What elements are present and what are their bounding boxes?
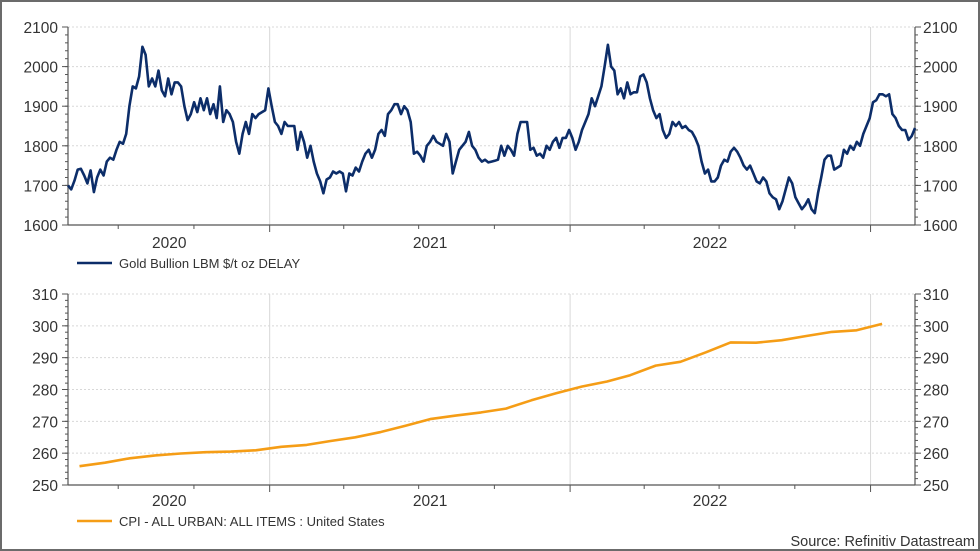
y-tick-label-left: 310 bbox=[32, 287, 58, 304]
y-tick-label-left: 1900 bbox=[24, 99, 59, 116]
y-tick-label-left: 1800 bbox=[24, 139, 59, 156]
y-tick-label-left: 2000 bbox=[24, 60, 59, 77]
y-tick-label-right: 1600 bbox=[923, 218, 958, 235]
y-tick-label-right: 280 bbox=[923, 383, 949, 400]
y-tick-label-right: 2000 bbox=[923, 60, 958, 77]
x-tick-label: 2020 bbox=[152, 493, 187, 510]
gold-price-panel: 1600 1600 1700 1700 1800 1800 1900 1900 2000 2000… bbox=[24, 20, 958, 252]
series-line bbox=[79, 322, 883, 468]
series-line bbox=[66, 43, 917, 215]
y-tick-label-right: 270 bbox=[923, 414, 949, 431]
legend-gold: Gold Bullion LBM $/t oz DELAY bbox=[77, 256, 300, 271]
cpi-panel: 250 250 260 260 270 270 280 280 290 290 300 300 310 3… bbox=[32, 287, 949, 510]
y-tick-label-right: 310 bbox=[923, 287, 949, 304]
y-tick-label-right: 1800 bbox=[923, 139, 958, 156]
x-tick-label: 2022 bbox=[693, 235, 727, 252]
legend-cpi: CPI - ALL URBAN: ALL ITEMS : United Stat… bbox=[77, 514, 385, 529]
x-tick-label: 2020 bbox=[152, 235, 187, 252]
y-tick-label-right: 250 bbox=[923, 478, 949, 495]
y-tick-label-right: 2100 bbox=[923, 20, 958, 37]
x-tick-label: 2021 bbox=[413, 493, 447, 510]
y-tick-label-left: 1700 bbox=[24, 178, 59, 195]
y-tick-label-right: 290 bbox=[923, 351, 949, 368]
legend-cpi-label: CPI - ALL URBAN: ALL ITEMS : United Stat… bbox=[119, 514, 385, 529]
source-note: Source: Refinitiv Datastream bbox=[790, 534, 975, 550]
y-tick-label-left: 260 bbox=[32, 446, 58, 463]
y-tick-label-left: 290 bbox=[32, 351, 58, 368]
y-tick-label-right: 1900 bbox=[923, 99, 958, 116]
y-tick-label-left: 270 bbox=[32, 414, 58, 431]
y-tick-label-left: 280 bbox=[32, 383, 58, 400]
x-tick-label: 2021 bbox=[413, 235, 447, 252]
y-tick-label-left: 2100 bbox=[24, 20, 59, 37]
y-tick-label-left: 300 bbox=[32, 319, 58, 336]
y-tick-label-left: 250 bbox=[32, 478, 58, 495]
y-tick-label-right: 260 bbox=[923, 446, 949, 463]
x-tick-label: 2022 bbox=[693, 493, 727, 510]
y-tick-label-right: 300 bbox=[923, 319, 949, 336]
y-tick-label-left: 1600 bbox=[24, 218, 59, 235]
y-tick-label-right: 1700 bbox=[923, 178, 958, 195]
legend-gold-label: Gold Bullion LBM $/t oz DELAY bbox=[119, 256, 300, 271]
